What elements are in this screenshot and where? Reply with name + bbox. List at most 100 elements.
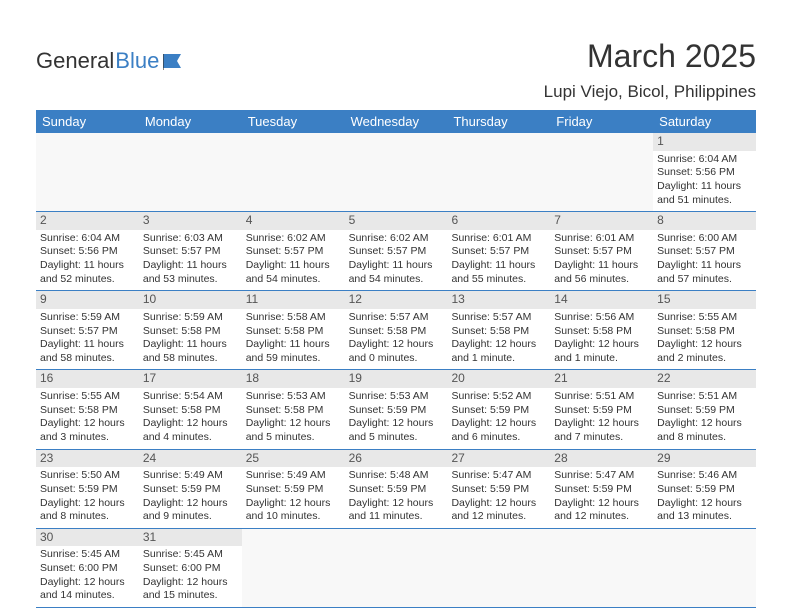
- day-cell: 21Sunrise: 5:51 AMSunset: 5:59 PMDayligh…: [550, 370, 653, 448]
- day-cell: 13Sunrise: 5:57 AMSunset: 5:58 PMDayligh…: [447, 291, 550, 369]
- day-daylight1: Daylight: 11 hours: [246, 338, 341, 352]
- day-number: 31: [139, 529, 242, 547]
- day-cell-empty: [345, 529, 448, 607]
- day-daylight2: and 55 minutes.: [451, 273, 546, 287]
- day-daylight2: and 15 minutes.: [143, 589, 238, 603]
- day-number: 21: [550, 370, 653, 388]
- day-daylight1: Daylight: 11 hours: [143, 259, 238, 273]
- day-cell: 30Sunrise: 5:45 AMSunset: 6:00 PMDayligh…: [36, 529, 139, 607]
- day-sunrise: Sunrise: 5:55 AM: [657, 311, 752, 325]
- day-number: 18: [242, 370, 345, 388]
- day-sunrise: Sunrise: 5:52 AM: [451, 390, 546, 404]
- day-number: 30: [36, 529, 139, 547]
- day-sunset: Sunset: 5:59 PM: [554, 404, 649, 418]
- day-number: 10: [139, 291, 242, 309]
- dayname-saturday: Saturday: [653, 110, 756, 133]
- day-cell: 28Sunrise: 5:47 AMSunset: 5:59 PMDayligh…: [550, 450, 653, 528]
- day-daylight2: and 8 minutes.: [40, 510, 135, 524]
- day-sunrise: Sunrise: 5:46 AM: [657, 469, 752, 483]
- day-sunset: Sunset: 5:57 PM: [40, 325, 135, 339]
- day-sunrise: Sunrise: 5:49 AM: [246, 469, 341, 483]
- day-sunrise: Sunrise: 5:53 AM: [246, 390, 341, 404]
- day-cell: 5Sunrise: 6:02 AMSunset: 5:57 PMDaylight…: [345, 212, 448, 290]
- day-daylight1: Daylight: 12 hours: [349, 338, 444, 352]
- day-cell-empty: [550, 133, 653, 211]
- day-daylight1: Daylight: 12 hours: [451, 497, 546, 511]
- day-sunrise: Sunrise: 5:51 AM: [554, 390, 649, 404]
- day-sunset: Sunset: 5:58 PM: [349, 325, 444, 339]
- logo: GeneralBlue: [36, 48, 185, 74]
- day-daylight2: and 52 minutes.: [40, 273, 135, 287]
- day-cell: 10Sunrise: 5:59 AMSunset: 5:58 PMDayligh…: [139, 291, 242, 369]
- logo-text-2: Blue: [115, 48, 159, 74]
- day-daylight2: and 12 minutes.: [451, 510, 546, 524]
- day-sunset: Sunset: 5:59 PM: [246, 483, 341, 497]
- day-number: 20: [447, 370, 550, 388]
- day-number: 3: [139, 212, 242, 230]
- day-cell: 29Sunrise: 5:46 AMSunset: 5:59 PMDayligh…: [653, 450, 756, 528]
- day-sunrise: Sunrise: 5:59 AM: [40, 311, 135, 325]
- day-sunset: Sunset: 5:58 PM: [246, 404, 341, 418]
- day-daylight1: Daylight: 12 hours: [657, 497, 752, 511]
- day-cell-empty: [653, 529, 756, 607]
- day-daylight1: Daylight: 12 hours: [554, 338, 649, 352]
- day-sunset: Sunset: 5:58 PM: [246, 325, 341, 339]
- day-sunset: Sunset: 5:59 PM: [40, 483, 135, 497]
- day-daylight2: and 56 minutes.: [554, 273, 649, 287]
- day-number: 19: [345, 370, 448, 388]
- location-text: Lupi Viejo, Bicol, Philippines: [544, 82, 756, 102]
- day-daylight1: Daylight: 12 hours: [246, 497, 341, 511]
- day-sunset: Sunset: 5:57 PM: [451, 245, 546, 259]
- day-cell: 12Sunrise: 5:57 AMSunset: 5:58 PMDayligh…: [345, 291, 448, 369]
- day-sunset: Sunset: 5:58 PM: [554, 325, 649, 339]
- day-cell: 16Sunrise: 5:55 AMSunset: 5:58 PMDayligh…: [36, 370, 139, 448]
- day-sunset: Sunset: 5:56 PM: [657, 166, 752, 180]
- day-sunset: Sunset: 5:58 PM: [40, 404, 135, 418]
- day-cell: 23Sunrise: 5:50 AMSunset: 5:59 PMDayligh…: [36, 450, 139, 528]
- day-number: 2: [36, 212, 139, 230]
- day-sunset: Sunset: 5:59 PM: [657, 483, 752, 497]
- day-sunrise: Sunrise: 5:47 AM: [554, 469, 649, 483]
- day-daylight1: Daylight: 12 hours: [657, 417, 752, 431]
- calendar-table: Sunday Monday Tuesday Wednesday Thursday…: [36, 110, 756, 608]
- day-number: 6: [447, 212, 550, 230]
- day-cell: 11Sunrise: 5:58 AMSunset: 5:58 PMDayligh…: [242, 291, 345, 369]
- day-number: 1: [653, 133, 756, 151]
- day-sunset: Sunset: 5:59 PM: [349, 404, 444, 418]
- day-sunrise: Sunrise: 5:57 AM: [349, 311, 444, 325]
- day-sunset: Sunset: 5:59 PM: [349, 483, 444, 497]
- week-row: 30Sunrise: 5:45 AMSunset: 6:00 PMDayligh…: [36, 529, 756, 608]
- day-cell-empty: [139, 133, 242, 211]
- week-row: 2Sunrise: 6:04 AMSunset: 5:56 PMDaylight…: [36, 212, 756, 291]
- day-cell: 27Sunrise: 5:47 AMSunset: 5:59 PMDayligh…: [447, 450, 550, 528]
- day-daylight1: Daylight: 11 hours: [657, 180, 752, 194]
- day-sunset: Sunset: 5:59 PM: [554, 483, 649, 497]
- day-cell-empty: [242, 133, 345, 211]
- day-sunrise: Sunrise: 6:01 AM: [451, 232, 546, 246]
- day-cell: 9Sunrise: 5:59 AMSunset: 5:57 PMDaylight…: [36, 291, 139, 369]
- day-cell: 8Sunrise: 6:00 AMSunset: 5:57 PMDaylight…: [653, 212, 756, 290]
- day-sunrise: Sunrise: 5:57 AM: [451, 311, 546, 325]
- day-number: 28: [550, 450, 653, 468]
- day-sunset: Sunset: 5:59 PM: [451, 404, 546, 418]
- day-cell: 3Sunrise: 6:03 AMSunset: 5:57 PMDaylight…: [139, 212, 242, 290]
- day-daylight2: and 58 minutes.: [40, 352, 135, 366]
- day-cell: 14Sunrise: 5:56 AMSunset: 5:58 PMDayligh…: [550, 291, 653, 369]
- day-sunrise: Sunrise: 6:02 AM: [246, 232, 341, 246]
- day-daylight2: and 3 minutes.: [40, 431, 135, 445]
- day-sunset: Sunset: 5:58 PM: [451, 325, 546, 339]
- day-sunset: Sunset: 5:59 PM: [451, 483, 546, 497]
- day-daylight2: and 11 minutes.: [349, 510, 444, 524]
- day-number: 8: [653, 212, 756, 230]
- dayname-monday: Monday: [139, 110, 242, 133]
- day-sunrise: Sunrise: 5:48 AM: [349, 469, 444, 483]
- day-cell: 7Sunrise: 6:01 AMSunset: 5:57 PMDaylight…: [550, 212, 653, 290]
- day-number: 16: [36, 370, 139, 388]
- day-daylight2: and 2 minutes.: [657, 352, 752, 366]
- day-number: 23: [36, 450, 139, 468]
- dayname-tuesday: Tuesday: [242, 110, 345, 133]
- day-daylight2: and 57 minutes.: [657, 273, 752, 287]
- day-sunrise: Sunrise: 6:03 AM: [143, 232, 238, 246]
- day-daylight2: and 6 minutes.: [451, 431, 546, 445]
- week-row: 23Sunrise: 5:50 AMSunset: 5:59 PMDayligh…: [36, 450, 756, 529]
